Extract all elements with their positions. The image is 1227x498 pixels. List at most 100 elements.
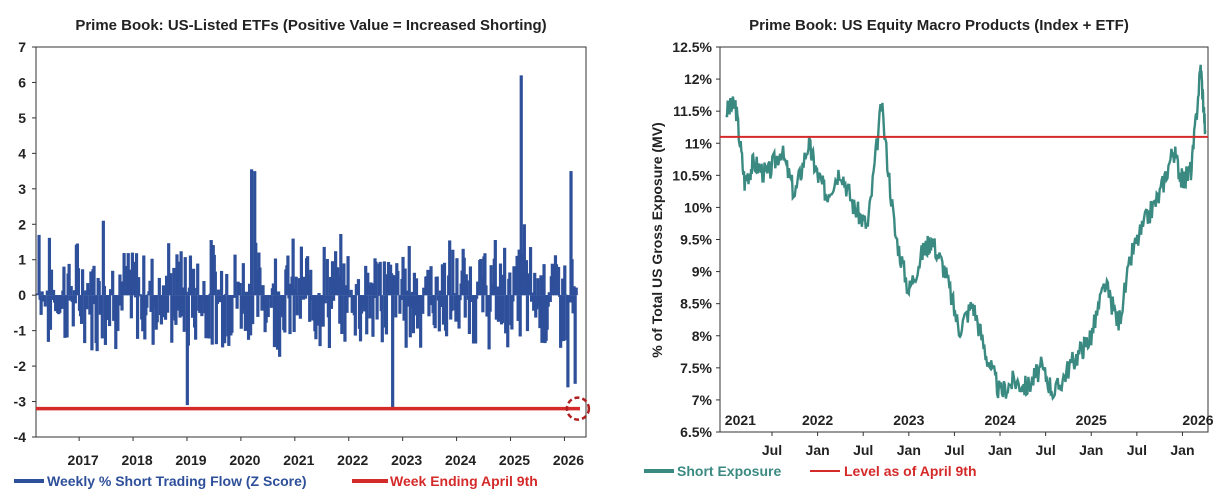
- short-flow-bar: [481, 295, 484, 312]
- short-flow-bar: [184, 257, 187, 295]
- short-flow-bar: [74, 295, 77, 303]
- right-year-label: 2026: [1182, 412, 1213, 428]
- short-flow-bar: [49, 295, 52, 330]
- right-month-label: Jul: [762, 442, 782, 458]
- left-y-tick-label: 4: [18, 145, 26, 161]
- short-flow-bar: [230, 295, 233, 333]
- left-x-tick-label: 2023: [391, 452, 422, 468]
- short-flow-bar: [421, 295, 424, 314]
- legend-label-level: Level as of April 9th: [844, 463, 977, 479]
- short-flow-bar: [345, 295, 348, 313]
- short-flow-bar: [304, 295, 307, 298]
- short-flow-bar: [434, 295, 437, 328]
- left-x-tick-label: 2017: [68, 452, 99, 468]
- right-year-label: 2021: [725, 412, 756, 428]
- short-flow-bar: [120, 295, 123, 310]
- short-flow-bar: [142, 255, 145, 295]
- short-flow-bar: [192, 269, 195, 295]
- etf-short-flow-chart: Prime Book: US-Listed ETFs (Positive Val…: [0, 0, 600, 493]
- short-flow-bar: [101, 295, 104, 338]
- right-y-tick-label: 11.5%: [673, 103, 712, 119]
- legend-label-short-flow: Weekly % Short Trading Flow (Z Score): [47, 473, 307, 489]
- left-y-tick-label: 3: [18, 181, 26, 197]
- short-flow-bar: [379, 262, 382, 295]
- right-month-label: Jan: [897, 442, 921, 458]
- short-flow-bar: [77, 268, 80, 295]
- right-month-label: Jan: [1079, 442, 1103, 458]
- right-y-tick-label: 12.5%: [672, 39, 712, 55]
- right-y-axis-label: % of Total US Gross Exposure (MV): [649, 122, 665, 357]
- short-flow-bar: [385, 295, 388, 334]
- right-year-label: 2023: [893, 412, 924, 428]
- right-y-tick-label: 10%: [684, 199, 713, 215]
- short-flow-bar: [92, 266, 95, 295]
- short-flow-bar: [549, 295, 552, 302]
- right-year-label: 2022: [802, 412, 833, 428]
- short-flow-bar: [354, 295, 357, 335]
- short-flow-bar: [396, 271, 399, 295]
- short-flow-bar: [457, 295, 460, 328]
- short-flow-bar: [506, 295, 509, 347]
- right-y-tick-label: 11%: [685, 135, 713, 151]
- short-flow-bar: [139, 294, 142, 295]
- right-y-tick-label: 9%: [692, 264, 713, 280]
- short-flow-bar: [374, 262, 377, 295]
- short-flow-bar: [326, 259, 329, 295]
- short-flow-bar: [332, 295, 335, 301]
- macro-products-svg: Prime Book: US Equity Macro Products (In…: [612, 0, 1227, 493]
- short-flow-bar: [469, 266, 472, 295]
- right-month-label: Jan: [1170, 442, 1194, 458]
- legend-label-short-exposure: Short Exposure: [677, 463, 781, 479]
- short-flow-bar: [323, 247, 326, 295]
- left-x-tick-label: 2025: [499, 452, 530, 468]
- short-flow-bar: [41, 291, 44, 295]
- short-flow-bar: [371, 295, 374, 337]
- short-flow-bar: [346, 256, 349, 295]
- short-flow-bar: [85, 295, 88, 309]
- short-flow-bar: [96, 295, 99, 351]
- short-flow-bar: [309, 270, 312, 295]
- short-flow-bar: [111, 271, 114, 295]
- short-flow-bar: [511, 295, 514, 301]
- short-flow-bar: [251, 295, 254, 324]
- short-flow-bar: [174, 295, 177, 325]
- short-flow-bar: [90, 295, 93, 350]
- short-flow-bar: [216, 295, 219, 304]
- right-year-label: 2024: [984, 412, 1015, 428]
- short-flow-bar: [150, 259, 153, 295]
- short-flow-bar: [370, 283, 373, 295]
- short-flow-bar: [292, 239, 295, 296]
- short-flow-bar: [317, 293, 320, 295]
- short-flow-bar: [187, 295, 190, 345]
- right-y-tick-label: 9.5%: [680, 232, 712, 248]
- short-flow-bar: [225, 274, 228, 295]
- short-flow-bar: [445, 295, 448, 336]
- short-flow-bar: [466, 280, 469, 295]
- short-flow-bar: [250, 169, 253, 295]
- short-flow-bar: [233, 255, 236, 296]
- short-flow-bar: [340, 295, 343, 334]
- short-flow-bar: [145, 295, 148, 308]
- left-x-tick-label: 2021: [283, 452, 314, 468]
- short-flow-bar: [277, 291, 280, 295]
- short-flow-bar: [242, 263, 245, 295]
- right-y-tick-label: 6.5%: [680, 424, 712, 440]
- short-flow-bar: [542, 264, 545, 295]
- short-flow-bar: [239, 283, 242, 295]
- short-flow-bar: [464, 295, 467, 317]
- short-flow-bar: [436, 276, 439, 295]
- short-flow-bar: [166, 295, 169, 313]
- short-flow-bar: [376, 295, 379, 319]
- etf-short-flow-svg: Prime Book: US-Listed ETFs (Positive Val…: [0, 0, 600, 493]
- short-flow-bar: [256, 295, 259, 317]
- right-y-tick-label: 10.5%: [672, 167, 712, 183]
- short-flow-bar: [455, 258, 458, 295]
- short-flow-bar: [539, 275, 542, 295]
- left-y-tick-label: -1: [14, 323, 27, 339]
- short-flow-bar: [118, 275, 121, 296]
- short-flow-bar: [377, 295, 380, 296]
- left-y-tick-label: 1: [18, 252, 26, 268]
- short-flow-bar: [427, 295, 430, 316]
- left-x-tick-label: 2018: [121, 452, 152, 468]
- short-flow-bar: [394, 295, 397, 317]
